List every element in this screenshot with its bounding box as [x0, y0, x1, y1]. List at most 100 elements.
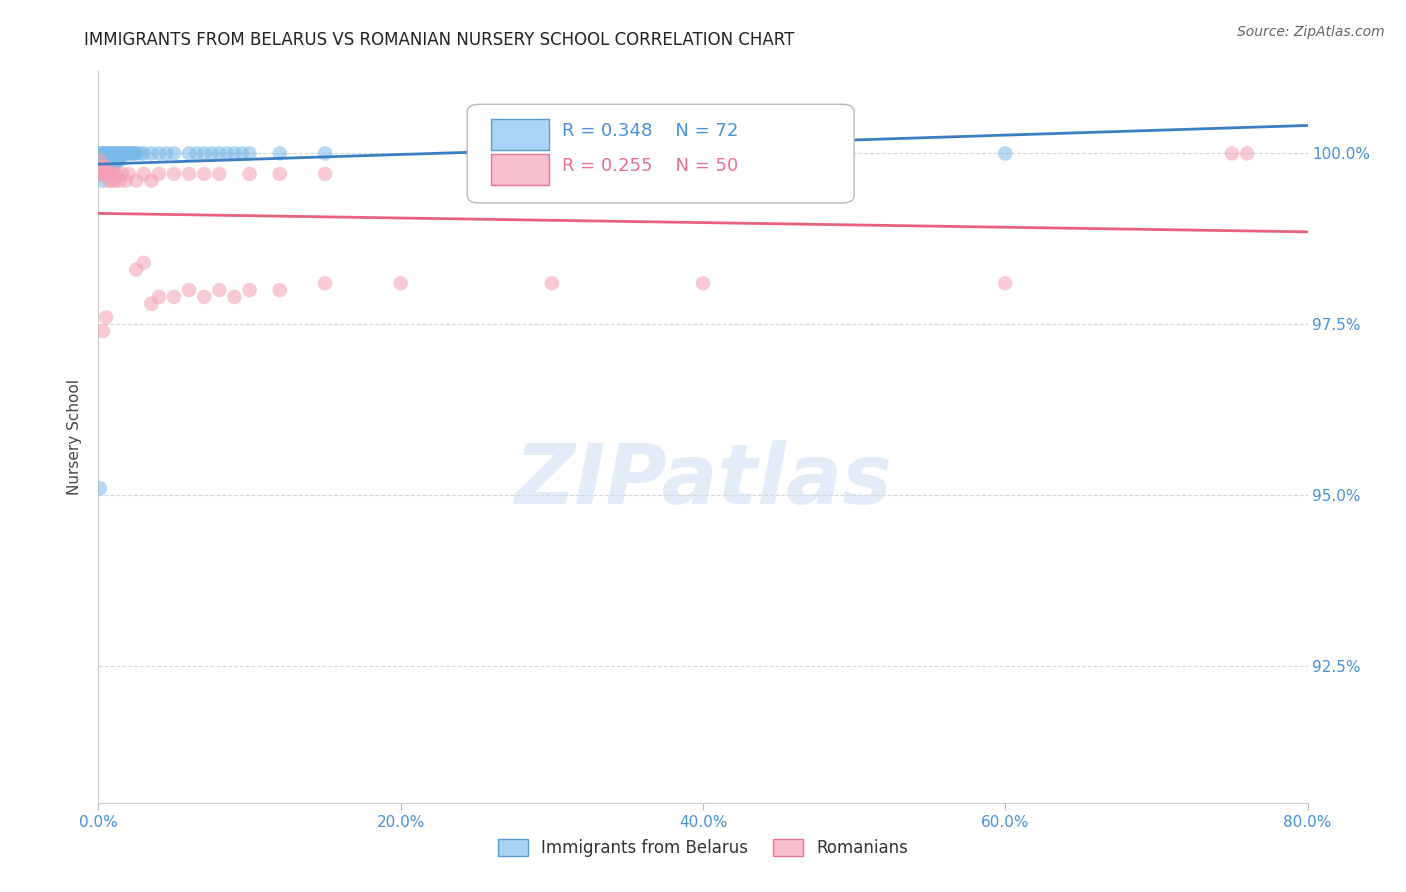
- Point: [118, 167, 141, 181]
- Point: [231, 146, 253, 161]
- Point: [100, 146, 122, 161]
- Text: IMMIGRANTS FROM BELARUS VS ROMANIAN NURSERY SCHOOL CORRELATION CHART: IMMIGRANTS FROM BELARUS VS ROMANIAN NURS…: [84, 31, 794, 49]
- Point: [90, 160, 112, 174]
- Point: [91, 146, 114, 161]
- Point: [215, 146, 238, 161]
- Point: [94, 153, 117, 168]
- Legend: Immigrants from Belarus, Romanians: Immigrants from Belarus, Romanians: [491, 832, 915, 864]
- Point: [96, 153, 118, 168]
- Text: ZIPatlas: ZIPatlas: [515, 441, 891, 522]
- Point: [90, 146, 112, 161]
- Point: [112, 146, 135, 161]
- Point: [269, 283, 291, 297]
- Point: [163, 167, 186, 181]
- Point: [132, 167, 155, 181]
- Point: [111, 167, 134, 181]
- Point: [105, 153, 128, 168]
- Point: [114, 174, 136, 188]
- Point: [122, 146, 145, 161]
- Point: [239, 167, 262, 181]
- Point: [98, 174, 121, 188]
- Point: [100, 167, 122, 181]
- Point: [101, 174, 124, 188]
- Point: [94, 160, 117, 174]
- Point: [103, 146, 125, 161]
- Point: [93, 153, 115, 168]
- Point: [93, 167, 115, 181]
- Point: [94, 160, 117, 174]
- Point: [98, 160, 121, 174]
- Point: [239, 146, 262, 161]
- FancyBboxPatch shape: [492, 119, 550, 150]
- Point: [94, 167, 117, 181]
- Point: [91, 324, 114, 338]
- Point: [692, 277, 714, 291]
- Point: [108, 174, 131, 188]
- Point: [193, 167, 215, 181]
- Point: [101, 146, 124, 161]
- Point: [101, 153, 124, 168]
- Point: [994, 146, 1017, 161]
- Point: [105, 167, 128, 181]
- Point: [89, 160, 111, 174]
- Point: [125, 262, 148, 277]
- FancyBboxPatch shape: [492, 154, 550, 185]
- Point: [115, 146, 138, 161]
- Point: [93, 167, 115, 181]
- Point: [208, 283, 231, 297]
- Point: [124, 146, 146, 161]
- Point: [1236, 146, 1258, 161]
- Point: [98, 153, 121, 168]
- Point: [129, 146, 152, 161]
- Point: [89, 153, 111, 168]
- Point: [91, 160, 114, 174]
- Point: [104, 146, 127, 161]
- Point: [111, 146, 134, 161]
- Point: [98, 146, 121, 161]
- Point: [141, 174, 163, 188]
- Point: [90, 167, 112, 181]
- Point: [163, 290, 186, 304]
- Point: [89, 153, 111, 168]
- Point: [91, 167, 114, 181]
- Point: [120, 146, 142, 161]
- Point: [110, 146, 132, 161]
- Point: [314, 277, 336, 291]
- Point: [108, 146, 131, 161]
- Point: [148, 290, 170, 304]
- Point: [132, 146, 155, 161]
- Point: [125, 174, 148, 188]
- Point: [100, 153, 122, 168]
- Point: [269, 146, 291, 161]
- Point: [90, 160, 112, 174]
- Point: [89, 146, 111, 161]
- Point: [224, 146, 246, 161]
- Point: [91, 167, 114, 181]
- Point: [179, 283, 201, 297]
- Point: [994, 277, 1017, 291]
- Text: Source: ZipAtlas.com: Source: ZipAtlas.com: [1237, 25, 1385, 39]
- Point: [179, 146, 201, 161]
- Point: [103, 167, 125, 181]
- Point: [100, 160, 122, 174]
- Point: [96, 167, 118, 181]
- Point: [105, 146, 128, 161]
- Point: [90, 153, 112, 168]
- FancyBboxPatch shape: [467, 104, 855, 203]
- Point: [208, 167, 231, 181]
- Point: [90, 167, 112, 181]
- Point: [314, 146, 336, 161]
- Point: [103, 160, 125, 174]
- Point: [201, 146, 224, 161]
- Point: [540, 277, 562, 291]
- Point: [93, 160, 115, 174]
- Point: [141, 146, 163, 161]
- Point: [239, 283, 262, 297]
- Point: [193, 146, 215, 161]
- Point: [94, 310, 117, 325]
- Point: [125, 146, 148, 161]
- Point: [1220, 146, 1243, 161]
- Point: [91, 160, 114, 174]
- Point: [155, 146, 177, 161]
- Point: [93, 160, 115, 174]
